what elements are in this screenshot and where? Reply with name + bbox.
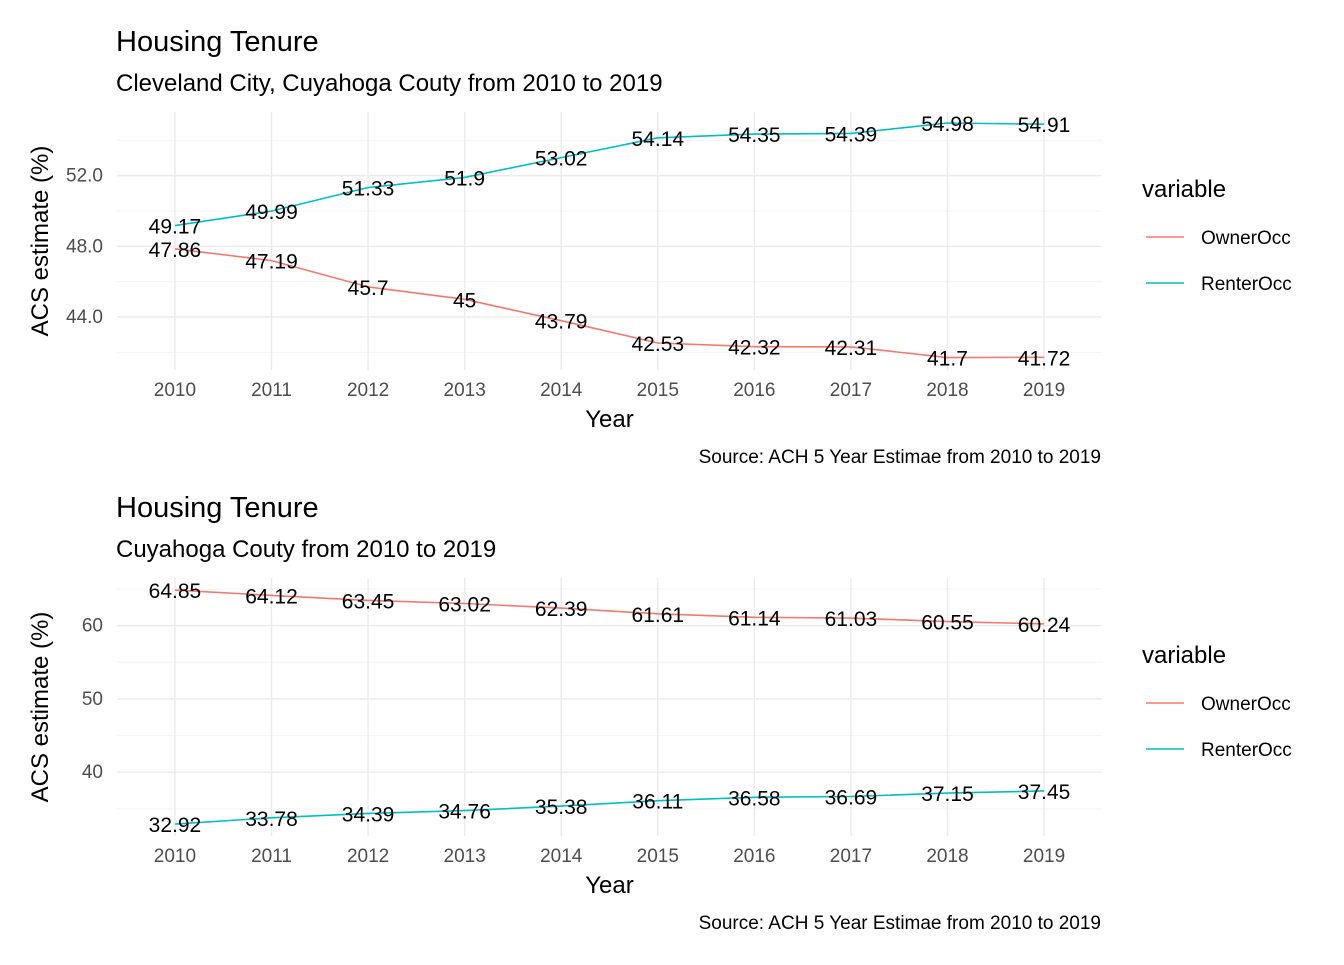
data-label: 62.39	[535, 598, 588, 621]
x-tick-label: 2010	[154, 380, 196, 401]
x-tick-label: 2017	[830, 846, 872, 867]
data-label: 54.39	[825, 123, 878, 146]
legend-label-ownerocc: OwnerOcc	[1201, 694, 1291, 715]
data-label: 33.78	[245, 808, 298, 831]
chart-title: Housing Tenure	[116, 492, 319, 524]
y-axis-title: ACS estimate (%)	[27, 612, 54, 803]
data-label: 35.38	[535, 796, 588, 819]
x-tick-label: 2014	[540, 380, 583, 401]
y-axis-title: ACS estimate (%)	[27, 146, 54, 337]
y-tick-label: 40	[82, 762, 103, 783]
x-tick-label: 2013	[444, 846, 486, 867]
data-label: 45	[453, 289, 476, 312]
x-tick-label: 2012	[347, 380, 389, 401]
data-label: 37.15	[921, 783, 974, 806]
data-label: 42.53	[632, 333, 685, 356]
data-label: 54.14	[632, 128, 685, 151]
data-label: 51.33	[342, 177, 395, 200]
series-line-renterocc	[174, 122, 1045, 227]
data-label: 34.76	[438, 801, 491, 824]
legend-label-renterocc: RenterOcc	[1201, 274, 1292, 295]
legend: variable OwnerOcc RenterOcc	[1142, 642, 1292, 761]
y-tick-label: 44.0	[66, 307, 103, 328]
data-label: 63.45	[342, 590, 395, 613]
series-line-renterocc	[174, 790, 1045, 825]
x-tick-label: 2014	[540, 846, 583, 867]
data-label: 49.99	[245, 201, 298, 224]
legend-title: variable	[1142, 176, 1226, 203]
x-tick-label: 2016	[733, 380, 775, 401]
data-label: 54.35	[728, 124, 781, 147]
y-tick-label: 50	[82, 689, 103, 710]
data-label: 53.02	[535, 148, 588, 171]
data-label: 61.14	[728, 607, 781, 630]
data-label: 61.61	[632, 604, 685, 627]
data-label: 42.31	[825, 337, 878, 360]
series-line-ownerocc	[174, 248, 1045, 359]
data-label: 45.7	[348, 277, 389, 300]
chart-caption: Source: ACH 5 Year Estimae from 2010 to …	[699, 447, 1101, 468]
x-tick-label: 2018	[926, 846, 968, 867]
x-axis-title: Year	[585, 872, 634, 899]
x-tick-label: 2015	[637, 846, 679, 867]
x-tick-label: 2017	[830, 380, 872, 401]
x-tick-label: 2010	[154, 846, 196, 867]
y-tick-label: 60	[82, 616, 103, 637]
x-tick-label: 2011	[251, 380, 292, 401]
legend-label-renterocc: RenterOcc	[1201, 740, 1292, 761]
data-label: 36.58	[728, 787, 781, 810]
series-line-ownerocc	[174, 589, 1045, 625]
data-label: 63.02	[438, 594, 491, 617]
data-label: 42.32	[728, 337, 781, 360]
chart-subtitle: Cuyahoga Couty from 2010 to 2019	[116, 536, 496, 563]
chart-title: Housing Tenure	[116, 26, 319, 58]
y-tick-label: 48.0	[66, 236, 103, 257]
data-label: 47.19	[245, 251, 298, 274]
chart-panel-2: Housing Tenure Cuyahoga Couty from 2010 t…	[27, 492, 1292, 934]
x-tick-label: 2015	[637, 380, 679, 401]
data-label: 64.85	[149, 580, 202, 603]
data-label: 36.69	[825, 786, 878, 809]
y-tick-label: 52.0	[66, 166, 103, 187]
data-label: 60.24	[1018, 614, 1071, 637]
data-label: 37.45	[1018, 781, 1071, 804]
x-tick-label: 2012	[347, 846, 389, 867]
x-tick-label: 2013	[444, 380, 486, 401]
data-label: 43.79	[535, 311, 588, 334]
data-label: 36.11	[632, 791, 683, 814]
data-label: 61.03	[825, 608, 878, 631]
x-tick-label: 2019	[1023, 846, 1065, 867]
x-tick-label: 2018	[926, 380, 968, 401]
data-label: 49.17	[149, 216, 202, 239]
data-label: 47.86	[149, 239, 202, 262]
legend: variable OwnerOcc RenterOcc	[1142, 176, 1292, 295]
chart-panel-1: Housing Tenure Cleveland City, Cuyahoga C…	[27, 26, 1292, 468]
legend-label-ownerocc: OwnerOcc	[1201, 228, 1291, 249]
legend-title: variable	[1142, 642, 1226, 669]
data-label: 54.98	[921, 113, 974, 136]
x-axis-title: Year	[585, 406, 634, 433]
data-label: 41.7	[927, 348, 968, 371]
data-label: 34.39	[342, 803, 395, 826]
x-tick-label: 2016	[733, 846, 775, 867]
chart-subtitle: Cleveland City, Cuyahoga Couty from 2010…	[116, 70, 663, 97]
x-tick-label: 2019	[1023, 380, 1065, 401]
chart-caption: Source: ACH 5 Year Estimae from 2010 to …	[699, 913, 1101, 934]
data-label: 32.92	[149, 814, 202, 837]
data-label: 41.72	[1018, 347, 1071, 370]
x-tick-label: 2011	[251, 846, 292, 867]
data-label: 51.9	[444, 167, 485, 190]
data-label: 60.55	[921, 612, 974, 635]
data-label: 64.12	[245, 585, 298, 608]
data-label: 54.91	[1018, 114, 1071, 137]
